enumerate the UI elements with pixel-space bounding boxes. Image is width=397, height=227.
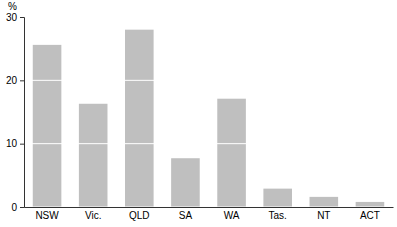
y-tick-label: 30	[6, 12, 18, 23]
x-axis-line	[25, 207, 394, 208]
x-tick: WA	[224, 207, 240, 221]
y-axis: 0 10 20 30	[6, 12, 25, 213]
bar	[356, 202, 385, 207]
bar	[171, 158, 200, 207]
grid	[24, 17, 393, 207]
y-tick: 30	[6, 12, 24, 23]
y-tick-label: 0	[11, 202, 17, 213]
x-tick-label: ACT	[360, 210, 380, 221]
plot: 0 10 20 30 NSW Vic. QLD SA WA Tas. NT ACT	[6, 12, 394, 221]
grid-line	[24, 17, 393, 18]
y-tick-mark	[20, 17, 24, 18]
y-tick-mark	[20, 207, 24, 208]
x-tick: QLD	[129, 207, 150, 221]
grid-line	[24, 80, 393, 81]
bar	[263, 189, 292, 207]
bars	[33, 30, 384, 207]
y-tick-mark	[20, 80, 24, 81]
bar	[217, 99, 246, 207]
x-tick: NT	[317, 207, 330, 221]
y-tick-label: 20	[6, 75, 18, 86]
grid-line	[24, 207, 393, 208]
x-tick-label: QLD	[129, 210, 150, 221]
y-tick: 10	[6, 138, 24, 149]
y-tick-mark	[20, 144, 24, 145]
bar	[125, 30, 154, 207]
x-tick-label: SA	[179, 210, 193, 221]
x-tick: Vic.	[85, 207, 102, 221]
grid-line	[24, 143, 393, 144]
bar	[79, 104, 108, 207]
x-tick: Tas.	[269, 207, 287, 221]
x-tick: NSW	[35, 207, 59, 221]
chart: 0 10 20 30 NSW Vic. QLD SA WA Tas. NT ACT%	[0, 0, 397, 227]
bar	[33, 45, 62, 207]
y-axis-line	[20, 18, 25, 208]
y-tick: 0	[11, 202, 24, 213]
x-tick-label: Vic.	[85, 210, 102, 221]
x-tick-label: Tas.	[269, 210, 287, 221]
x-tick: SA	[179, 207, 193, 221]
bar	[310, 197, 339, 207]
y-tick-label: 10	[6, 138, 18, 149]
x-tick-label: WA	[224, 210, 240, 221]
y-axis-title: %	[8, 1, 17, 12]
y-tick: 20	[6, 75, 24, 86]
x-tick-label: NT	[317, 210, 330, 221]
x-axis: NSW Vic. QLD SA WA Tas. NT ACT	[25, 207, 394, 221]
x-tick-label: NSW	[35, 210, 59, 221]
x-tick: ACT	[360, 207, 380, 221]
